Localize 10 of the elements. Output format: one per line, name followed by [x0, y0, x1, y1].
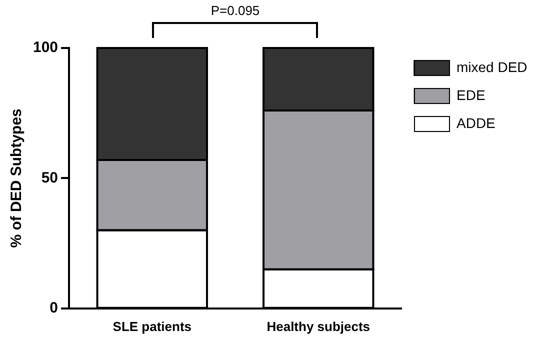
x-tick-label: SLE patients	[112, 318, 192, 334]
legend-label: EDE	[456, 86, 486, 103]
text: P=0.095	[210, 3, 260, 18]
legend-label: mixed DED	[456, 58, 528, 75]
y-tick-label: 0	[50, 300, 58, 317]
y-tick-label: 50	[41, 169, 58, 186]
y-axis-title: % of DED Subtypes	[8, 108, 26, 248]
text: ADDE	[456, 114, 496, 131]
x-tick-label: Healthy subjects	[266, 318, 370, 334]
y-tick-label: 100	[32, 39, 58, 56]
